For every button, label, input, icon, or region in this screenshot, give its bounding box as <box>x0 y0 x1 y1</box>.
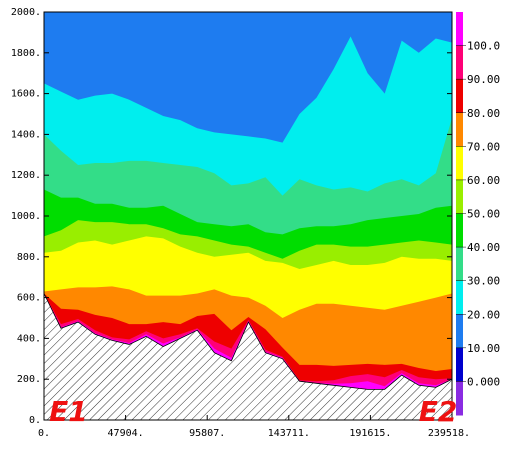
colorbar-swatch <box>456 280 463 315</box>
x-tick-label: 191615. <box>349 428 391 439</box>
y-tick-label: 1000. <box>11 211 41 222</box>
y-tick-label: 0. <box>29 415 41 426</box>
colorbar-swatch <box>456 112 463 147</box>
y-tick-label: 1200. <box>11 170 41 181</box>
colorbar-swatch <box>456 146 463 181</box>
y-tick-label: 1600. <box>11 89 41 100</box>
colorbar-swatch <box>456 179 463 214</box>
x-tick-label: 239518. <box>428 428 470 439</box>
x-tick-label: 95807. <box>189 428 225 439</box>
colorbar-label: 20.00 <box>467 308 500 321</box>
y-tick-label: 800. <box>17 252 41 263</box>
colorbar-label: 100.0 <box>467 40 500 53</box>
y-tick-label: 600. <box>17 293 41 304</box>
axes: 0. 200. 400. 600. 800. 1000. 1200. 1400. 1600. 18… <box>11 7 470 439</box>
colorbar-label: 30.00 <box>467 275 500 288</box>
endpoint-label: E2 <box>419 395 458 428</box>
y-tick-label: 200. <box>17 374 41 385</box>
contour-fills <box>44 12 452 420</box>
annotations: E1 E2 <box>49 395 457 428</box>
colorbar-label: 0.000 <box>467 375 500 388</box>
colorbar-label: 40.00 <box>467 241 500 254</box>
x-tick-label: 143711. <box>268 428 310 439</box>
colorbar-label: 90.00 <box>467 73 500 86</box>
colorbar-swatch <box>456 347 463 382</box>
colorbar-swatch <box>456 247 463 282</box>
y-tick-label: 1400. <box>11 129 41 140</box>
terrain <box>44 293 452 420</box>
colorbar-label: 80.00 <box>467 107 500 120</box>
colorbar-swatch <box>456 381 463 416</box>
colorbar-swatch <box>456 213 463 248</box>
x-tick-label: 0. <box>38 428 50 439</box>
colorbar-label: 10.00 <box>467 342 500 355</box>
colorbar-label: 50.00 <box>467 208 500 221</box>
colorbar-swatch <box>456 314 463 349</box>
x-tick-label: 47904. <box>108 428 144 439</box>
colorbar-swatch <box>456 79 463 114</box>
y-tick-label: 2000. <box>11 7 41 18</box>
colorbar-swatch <box>456 12 463 47</box>
endpoint-label: E1 <box>49 395 88 428</box>
y-tick-label: 400. <box>17 333 41 344</box>
y-tick-label: 1800. <box>11 48 41 59</box>
colorbar-swatch <box>456 45 463 80</box>
colorbar: 0.000 10.00 20.00 30.00 40.00 50.00 60.00 70.00… <box>456 12 500 416</box>
colorbar-label: 60.00 <box>467 174 500 187</box>
colorbar-label: 70.00 <box>467 140 500 153</box>
